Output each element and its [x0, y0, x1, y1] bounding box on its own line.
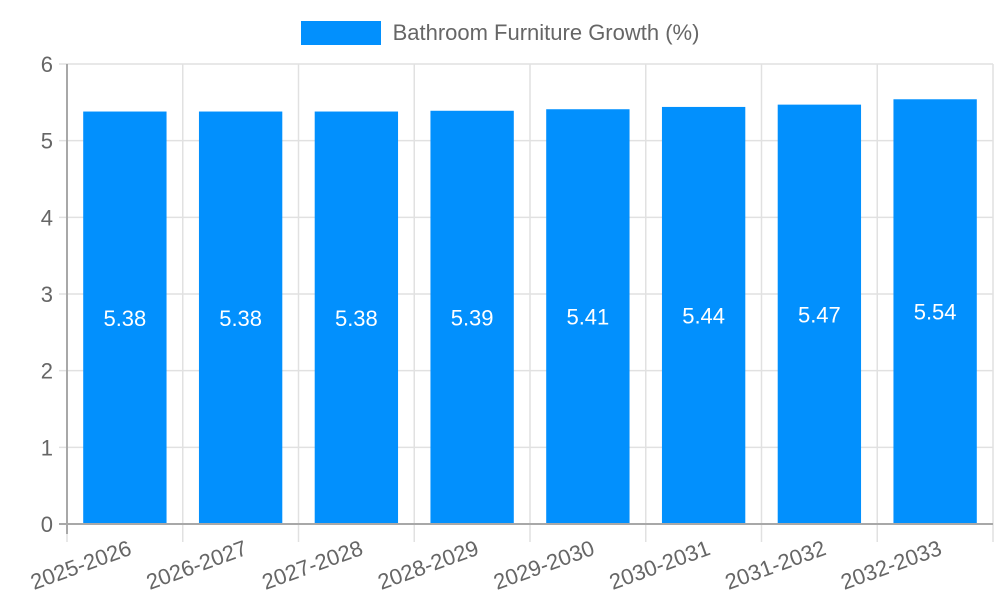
legend-label: Bathroom Furniture Growth (%)	[392, 20, 700, 45]
bar-value-label: 5.38	[219, 306, 262, 331]
x-tick-label: 2028-2029	[374, 535, 481, 594]
y-tick-label: 5	[41, 129, 53, 154]
y-tick-label: 1	[41, 435, 53, 460]
bar[interactable]	[83, 111, 167, 525]
bar-value-label: 5.47	[798, 302, 841, 327]
y-axis-ticks: 0 1 2 3 4 5 6	[41, 52, 53, 537]
x-tick-label: 2032-2033	[837, 535, 944, 594]
data-labels: 5.38 5.38 5.38 5.39 5.41 5.44 5.47 5.54	[103, 300, 956, 331]
y-tick-label: 2	[41, 359, 53, 384]
bar[interactable]	[893, 99, 977, 525]
x-tick-label: 2025-2026	[27, 535, 134, 594]
bar[interactable]	[777, 104, 862, 524]
x-tick-label: 2027-2028	[259, 535, 366, 594]
chart-legend: Bathroom Furniture Growth (%)	[0, 20, 1000, 46]
bar-value-label: 5.41	[566, 305, 609, 330]
y-tick-label: 0	[41, 512, 53, 537]
bars	[83, 99, 977, 525]
bar[interactable]	[661, 106, 746, 524]
legend-swatch[interactable]	[300, 21, 381, 45]
x-tick-label: 2030-2031	[606, 535, 713, 594]
bar-value-label: 5.38	[335, 306, 378, 331]
bar[interactable]	[314, 111, 399, 525]
y-tick-label: 4	[41, 205, 53, 230]
bar[interactable]	[198, 111, 283, 525]
bar[interactable]	[546, 109, 630, 524]
bar-value-label: 5.54	[914, 300, 957, 325]
x-axis-ticks: 2025-2026 2026-2027 2027-2028 2028-2029 2029…	[27, 535, 945, 594]
x-tick-label: 2031-2032	[722, 535, 829, 594]
y-tick-label: 3	[41, 282, 53, 307]
bar-value-label: 5.39	[451, 305, 494, 330]
bar-value-label: 5.38	[103, 306, 146, 331]
x-tick-label: 2026-2027	[143, 535, 250, 594]
x-tick-label: 2029-2030	[490, 535, 597, 594]
bar[interactable]	[430, 110, 514, 525]
bar-value-label: 5.44	[682, 303, 725, 328]
y-tick-label: 6	[41, 52, 53, 77]
axes	[59, 64, 993, 534]
